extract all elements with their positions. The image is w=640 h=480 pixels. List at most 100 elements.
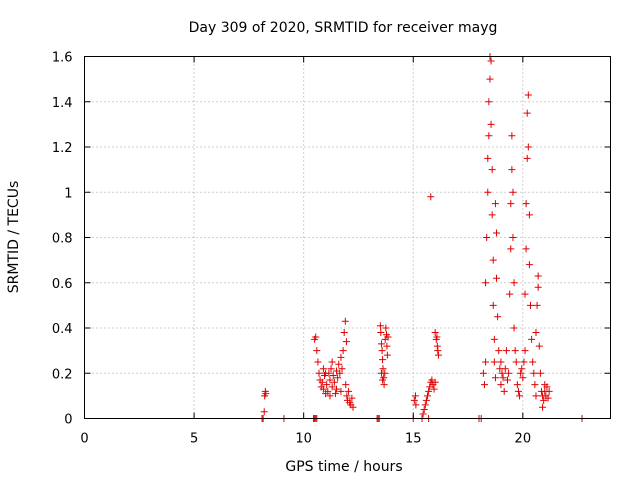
data-point (525, 211, 533, 219)
data-point (516, 392, 524, 400)
data-point (482, 358, 490, 366)
data-point (323, 381, 331, 389)
data-point (337, 353, 345, 361)
data-point (487, 57, 495, 65)
y-tick-label: 0.2 (52, 367, 73, 382)
data-point (479, 369, 487, 377)
data-point (425, 387, 433, 395)
data-point (335, 360, 343, 368)
data-point (382, 324, 390, 332)
chart-title: Day 309 of 2020, SRMTID for receiver may… (189, 20, 498, 36)
data-point (544, 394, 552, 402)
data-point (524, 91, 532, 99)
data-point (489, 301, 497, 309)
data-point (430, 385, 438, 393)
data-point (487, 120, 495, 128)
y-axis: 0 0.2 0.4 0.6 0.8 1 1.2 1.4 1.6 (52, 51, 611, 428)
data-point (509, 234, 517, 241)
data-point (313, 347, 321, 355)
data-point (377, 329, 385, 337)
data-point (523, 109, 531, 117)
data-point (348, 394, 356, 402)
data-point (343, 392, 351, 400)
data-point (260, 408, 268, 416)
data-point (337, 387, 345, 395)
data-point (319, 365, 327, 373)
data-point (509, 188, 517, 196)
data-point (328, 358, 336, 366)
data-point (489, 256, 497, 264)
data-point (490, 335, 498, 343)
x-tick-label: 5 (190, 432, 198, 447)
data-point (534, 272, 542, 280)
data-point (480, 381, 488, 389)
data-point (421, 401, 429, 409)
data-point (510, 279, 518, 287)
data-point (483, 234, 491, 241)
data-point (379, 376, 387, 384)
data-point (507, 245, 515, 253)
data-point (498, 369, 506, 377)
data-point (329, 372, 337, 380)
data-point (328, 383, 336, 391)
data-point (322, 369, 330, 377)
y-tick-label: 0.8 (52, 232, 73, 247)
data-point (505, 369, 513, 377)
data-point (529, 358, 537, 366)
data-point (497, 381, 505, 389)
data-point (377, 340, 385, 348)
data-point (318, 378, 326, 386)
data-point (494, 313, 502, 321)
data-point (532, 392, 540, 400)
data-point (495, 347, 503, 355)
grid-lines (84, 56, 611, 419)
data-point (518, 365, 526, 373)
y-tick-label: 1.6 (52, 51, 73, 66)
data-point (534, 283, 542, 291)
data-point (341, 317, 349, 325)
data-point (536, 369, 544, 377)
data-point (531, 381, 539, 389)
data-point (528, 335, 536, 343)
x-tick-label: 0 (80, 432, 88, 447)
data-point (431, 378, 439, 386)
data-point (488, 211, 496, 219)
data-point (539, 403, 547, 411)
y-axis-label: SRMTID / TECUs (6, 181, 22, 294)
data-point (507, 200, 515, 208)
data-point (512, 358, 520, 366)
data-point (340, 329, 348, 337)
data-point (383, 351, 391, 359)
plot-frame (84, 56, 611, 419)
data-point (491, 374, 499, 382)
data-point (380, 381, 388, 389)
data-point (326, 376, 334, 384)
data-point (493, 229, 501, 237)
data-point (433, 333, 441, 341)
data-point (540, 396, 548, 404)
data-point (497, 358, 505, 366)
data-point (410, 396, 418, 404)
data-point (491, 200, 499, 208)
y-tick-label: 0 (64, 413, 72, 428)
data-point (334, 374, 342, 382)
data-point (339, 347, 347, 355)
data-point (315, 369, 323, 377)
data-point (545, 387, 553, 395)
data-point (333, 385, 341, 393)
data-point (338, 365, 346, 373)
data-point (349, 403, 357, 411)
y-tick-label: 1.4 (52, 96, 73, 111)
data-point (312, 333, 320, 341)
data-point (342, 381, 350, 389)
data-point (541, 381, 549, 389)
data-point (510, 324, 518, 332)
data-point (508, 132, 516, 140)
data-point (376, 322, 384, 330)
data-point (342, 338, 350, 346)
data-point (484, 154, 492, 162)
data-point (530, 369, 538, 377)
data-point (522, 200, 530, 208)
data-point (527, 301, 535, 309)
